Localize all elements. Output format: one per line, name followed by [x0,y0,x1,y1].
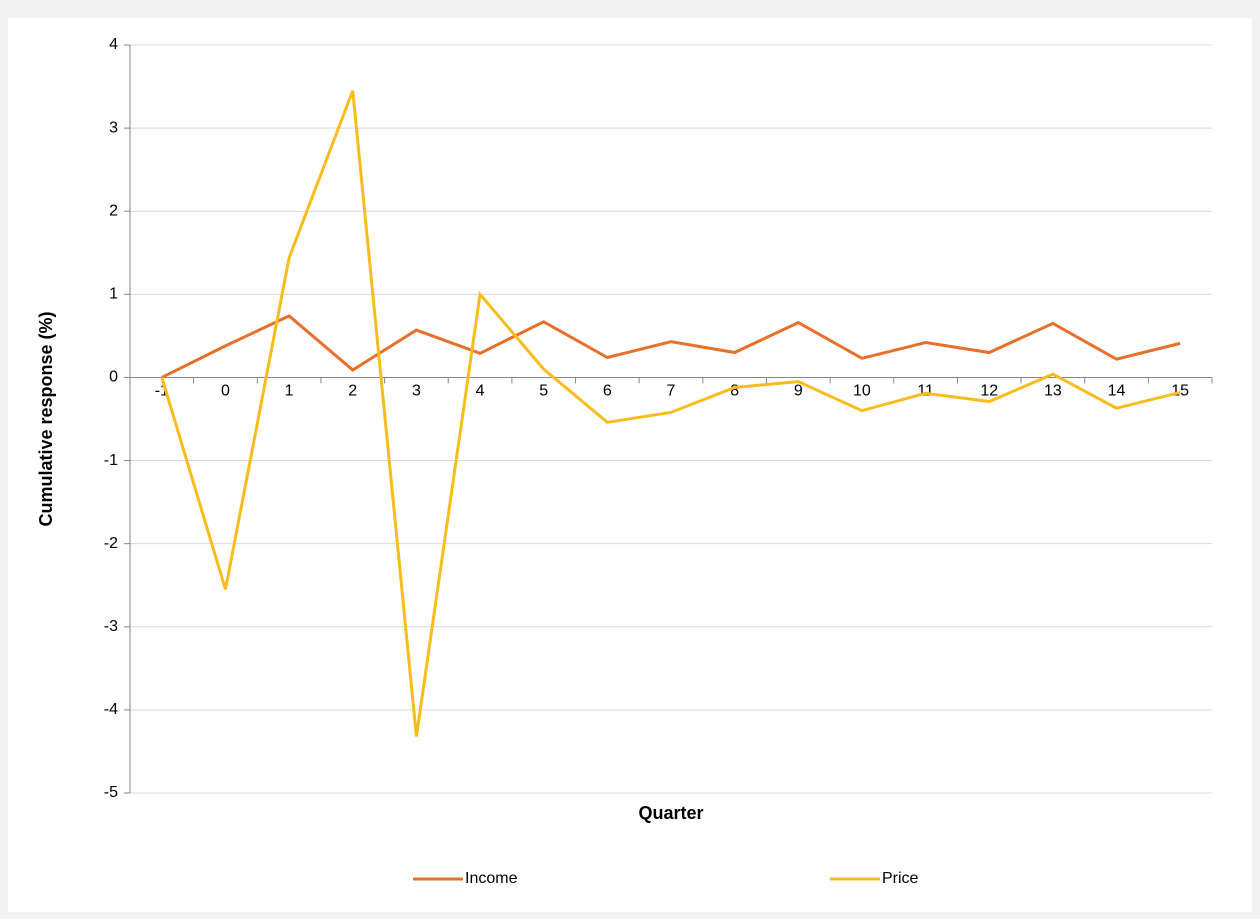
x-tick-label: 5 [539,383,548,400]
legend-label: Price [882,870,919,887]
x-tick-label: 4 [476,383,485,400]
x-tick-label: 0 [221,383,230,400]
x-tick-label: 8 [730,383,739,400]
y-tick-label: -4 [104,701,118,718]
x-tick-label: 9 [794,383,803,400]
x-tick-label: 12 [980,383,998,400]
y-tick-label: -2 [104,535,118,552]
y-tick-label: 1 [109,286,118,303]
y-tick-label: 0 [109,369,118,386]
y-axis-title: Cumulative response (%) [36,311,56,526]
x-tick-label: 15 [1171,383,1189,400]
y-tick-label: 3 [109,119,118,136]
x-tick-label: 14 [1108,383,1126,400]
x-tick-label: 3 [412,383,421,400]
y-tick-label: -1 [104,452,118,469]
series-line [161,314,1181,379]
y-tick-label: -5 [104,784,118,801]
legend-label: Income [465,870,518,887]
x-tick-label: 2 [348,383,357,400]
chart-panel [8,18,1252,912]
x-tick-label: 10 [853,383,871,400]
series-line [160,90,1181,737]
x-tick-label: 1 [285,383,294,400]
x-tick-label: 7 [667,383,676,400]
x-tick-label: 13 [1044,383,1062,400]
y-tick-label: 2 [109,202,118,219]
x-tick-label: 6 [603,383,612,400]
y-tick-label: 4 [109,36,118,53]
y-tick-label: -3 [104,618,118,635]
x-axis-title: Quarter [638,803,703,823]
x-tick-label: 11 [917,383,934,400]
